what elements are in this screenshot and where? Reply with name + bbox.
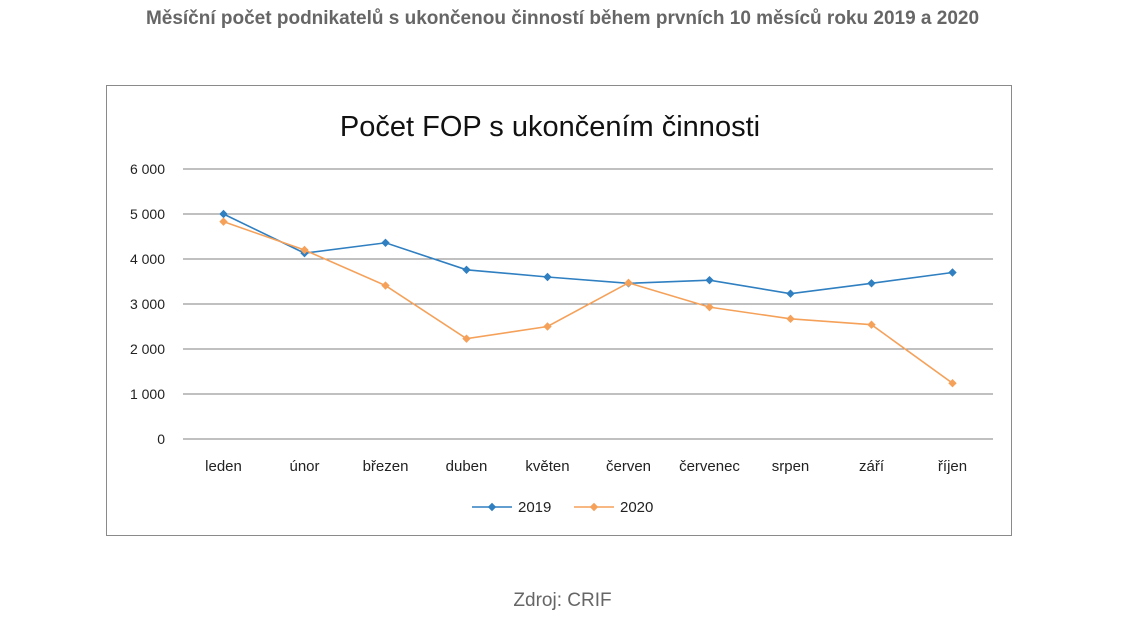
- line-chart: Počet FOP s ukončením činnosti 0 1 000 2 0…: [130, 111, 993, 516]
- data-point-2020: [948, 379, 957, 388]
- legend-marker: [589, 502, 599, 512]
- y-tick-label: 2 000: [130, 341, 165, 357]
- series-layer: [219, 209, 957, 388]
- y-tick-label: 6 000: [130, 161, 165, 177]
- x-tick-label: říjen: [938, 458, 967, 475]
- legend-item-2020: 2020: [574, 499, 653, 516]
- legend-label: 2019: [518, 499, 551, 516]
- y-tick-label: 0: [157, 431, 165, 447]
- y-axis-tick-labels: 0 1 000 2 000 3 000 4 000 5 000 6 000: [130, 161, 165, 447]
- source-note: Zdroj: CRIF: [513, 590, 612, 611]
- data-point-2020: [786, 314, 795, 324]
- series-line-2019: [223, 213, 953, 295]
- legend-item-2019: 2019: [472, 499, 551, 516]
- data-point-2020: [624, 278, 633, 288]
- data-point-2019: [867, 279, 876, 288]
- legend-label: 2020: [620, 499, 653, 516]
- x-tick-label: duben: [446, 458, 488, 475]
- data-point-2019: [219, 209, 228, 219]
- x-tick-label: září: [859, 458, 885, 475]
- y-tick-label: 4 000: [130, 251, 165, 267]
- data-point-2020: [381, 281, 390, 290]
- y-tick-label: 3 000: [130, 296, 165, 312]
- x-tick-label: srpen: [772, 458, 810, 475]
- data-point-2019: [543, 272, 552, 282]
- x-tick-label: červen: [606, 458, 651, 475]
- x-tick-label: červenec: [679, 458, 740, 475]
- x-tick-label: květen: [525, 458, 569, 475]
- x-tick-label: březen: [363, 458, 409, 475]
- legend-marker: [487, 502, 497, 512]
- data-point-2019: [786, 289, 795, 298]
- x-tick-label: únor: [289, 458, 319, 475]
- data-point-2020: [543, 322, 552, 331]
- x-tick-label: leden: [205, 458, 242, 475]
- series-2020: [219, 217, 957, 388]
- data-point-2019: [948, 268, 957, 277]
- chart-title: Počet FOP s ukončením činnosti: [340, 111, 760, 143]
- gridlines: [183, 168, 993, 440]
- series-2019: [219, 209, 957, 298]
- data-point-2020: [300, 245, 309, 255]
- y-tick-label: 5 000: [130, 206, 165, 222]
- data-point-2020: [867, 320, 876, 329]
- data-point-2019: [381, 238, 390, 247]
- data-point-2019: [705, 275, 714, 285]
- data-point-2020: [219, 217, 228, 226]
- data-point-2020: [462, 334, 471, 343]
- data-point-2020: [705, 302, 714, 312]
- chart-frame: Počet FOP s ukončením činnosti 0 1 000 2 0…: [106, 85, 1012, 536]
- data-point-2019: [462, 265, 471, 274]
- y-tick-label: 1 000: [130, 386, 165, 402]
- legend: 2019 2020: [472, 499, 653, 516]
- page-heading: Měsíční počet podnikatelů s ukončenou či…: [145, 8, 980, 29]
- series-line-2020: [223, 220, 953, 384]
- x-axis-tick-labels: leden únor březen duben květen červen červenec…: [205, 458, 967, 475]
